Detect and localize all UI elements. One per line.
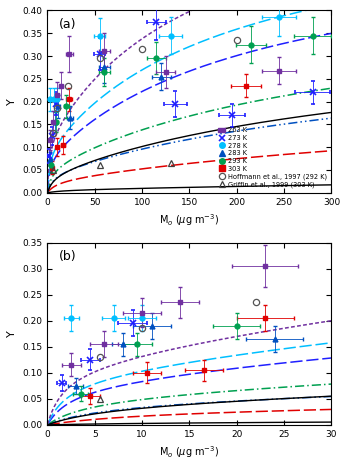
X-axis label: M$_o$ ($\mu$g m$^{-3}$): M$_o$ ($\mu$g m$^{-3}$) xyxy=(159,212,220,228)
Text: (a): (a) xyxy=(59,18,76,31)
Y-axis label: Y: Y xyxy=(7,98,17,105)
Y-axis label: Y: Y xyxy=(7,330,17,337)
Text: (b): (b) xyxy=(59,250,76,263)
X-axis label: M$_o$ ($\mu$g m$^{-3}$): M$_o$ ($\mu$g m$^{-3}$) xyxy=(159,444,220,460)
Legend: 263 K, 273 K, 278 K, 283 K, 293 K, 303 K, Hoffmann et al., 1997 (292 K), Griffin: 263 K, 273 K, 278 K, 283 K, 293 K, 303 K… xyxy=(217,126,328,190)
